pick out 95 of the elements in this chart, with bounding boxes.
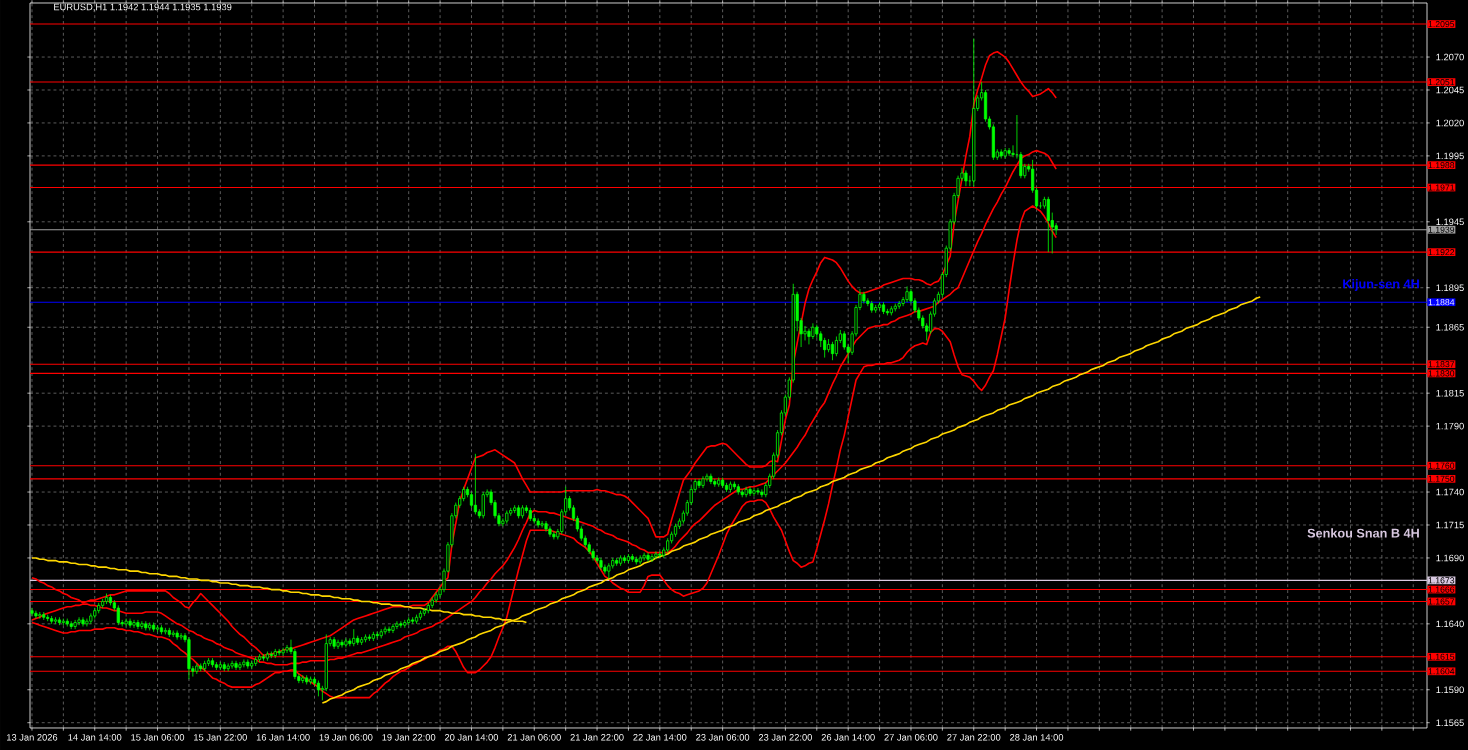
y-tick-label: 1.1865	[1436, 323, 1464, 331]
y-tick-label: 1.1945	[1436, 218, 1464, 226]
y-tick-label: 1.2070	[1436, 53, 1464, 61]
y-tick-label: 1.2045	[1436, 86, 1464, 94]
candlestick	[383, 626, 387, 635]
x-tick-label: 14 Jan 14:00	[68, 734, 122, 741]
candlestick	[905, 286, 909, 303]
candlestick	[481, 491, 485, 519]
ref-line-label: 1.1760	[1428, 462, 1455, 469]
ref-line-label: 1.1922	[1428, 249, 1455, 256]
y-tick-label: 1.1690	[1436, 554, 1464, 562]
x-tick-label: 20 Jan 14:00	[444, 734, 499, 741]
x-tick-label: 16 Jan 14:00	[256, 734, 310, 741]
y-tick-label: 1.1640	[1436, 620, 1464, 628]
ref-line-label: 1.1604	[1428, 668, 1455, 675]
candlestick	[834, 336, 838, 357]
x-tick-label: 28 Jan 14:00	[1010, 734, 1064, 741]
ref-line-label: 1.1673	[1428, 577, 1455, 584]
x-tick-label: 21 Jan 22:00	[570, 734, 624, 741]
ref-line-label: 1.1750	[1428, 475, 1455, 482]
candlestick	[281, 647, 285, 656]
x-tick-label: 15 Jan 22:00	[194, 734, 247, 741]
candlestick	[234, 660, 238, 671]
x-tick-label: 23 Jan 22:00	[758, 734, 813, 741]
y-tick-label: 1.1895	[1436, 284, 1464, 292]
annotation: Senkou Snan B 4H	[1307, 528, 1419, 538]
candlestick	[387, 626, 391, 634]
candlestick	[811, 322, 815, 340]
ref-line-label: 1.1615	[1428, 653, 1455, 660]
ref-line-label: 1.1988	[1428, 162, 1455, 169]
candlestick	[756, 487, 760, 496]
chart-title: EURUSD,H1 1.1942 1.1944 1.1935 1.1939	[54, 3, 232, 12]
candlestick	[650, 553, 654, 563]
candlestick	[136, 619, 140, 630]
candlestick	[395, 620, 399, 630]
candlestick	[752, 487, 756, 497]
y-tick-label: 1.1815	[1436, 389, 1464, 397]
candlestick	[748, 486, 752, 497]
candlestick	[285, 644, 289, 654]
candlestick	[81, 616, 85, 627]
candlestick	[238, 661, 242, 671]
candlestick	[230, 660, 234, 670]
candlestick	[336, 639, 340, 650]
candlestick	[73, 619, 77, 630]
candlestick	[548, 525, 552, 538]
candlestick	[807, 328, 811, 345]
x-tick-label: 19 Jan 22:00	[382, 734, 436, 741]
x-tick-label: 22 Jan 14:00	[633, 734, 687, 741]
candlestick	[179, 632, 183, 641]
candlestick	[116, 604, 120, 626]
y-tick-label: 1.1995	[1436, 152, 1464, 160]
candlestick	[760, 489, 764, 498]
candlestick	[540, 520, 544, 529]
candlestick	[697, 478, 701, 489]
candlestick	[642, 552, 646, 561]
annotation: Kijun-sen 4H	[1343, 279, 1419, 291]
candlestick	[77, 616, 81, 626]
y-tick-label: 1.1590	[1436, 686, 1464, 694]
x-tick-label: 15 Jan 06:00	[131, 734, 185, 741]
candlestick	[340, 639, 344, 648]
y-tick-label: 1.1740	[1436, 488, 1464, 496]
ref-line-label: 1.1971	[1428, 184, 1455, 191]
candlestick	[132, 619, 136, 629]
candlestick	[842, 330, 846, 351]
y-tick-label: 1.1565	[1436, 719, 1464, 727]
x-tick-label: 21 Jan 06:00	[507, 734, 561, 741]
candlestick	[964, 170, 968, 187]
candlestick	[1007, 147, 1011, 157]
x-tick-label: 27 Jan 22:00	[947, 734, 1001, 741]
candlestick	[830, 341, 835, 361]
candlestick	[242, 659, 246, 668]
ref-line-label: 1.1837	[1428, 361, 1455, 368]
y-tick-label: 1.2020	[1436, 119, 1464, 127]
candlestick	[654, 550, 658, 560]
x-tick-label: 26 Jan 14:00	[821, 734, 875, 741]
x-tick-label: 27 Jan 06:00	[884, 734, 938, 741]
ref-line-label: 1.1657	[1428, 598, 1455, 605]
ref-line-label: 1.1666	[1428, 586, 1455, 593]
ref-line-label: 1.1830	[1428, 370, 1455, 377]
ref-line-label: 1.2051	[1428, 79, 1455, 86]
ref-line-label: 1.2095	[1428, 21, 1455, 28]
candlestick	[646, 552, 650, 563]
ref-line-label: 1.1939	[1428, 226, 1455, 233]
candlestick	[344, 637, 348, 648]
x-tick-label: 19 Jan 06:00	[319, 734, 373, 741]
y-tick-label: 1.1790	[1436, 422, 1464, 430]
candlestick	[34, 610, 38, 619]
candlestick	[128, 618, 132, 629]
x-tick-label: 23 Jan 06:00	[696, 734, 750, 741]
ref-line-label: 1.1884	[1428, 299, 1455, 306]
candlestick	[30, 607, 34, 617]
candlestick	[391, 623, 395, 634]
y-tick-label: 1.1715	[1436, 521, 1464, 529]
candlestick	[140, 620, 144, 630]
x-tick-label: 13 Jan 2026	[7, 734, 58, 741]
